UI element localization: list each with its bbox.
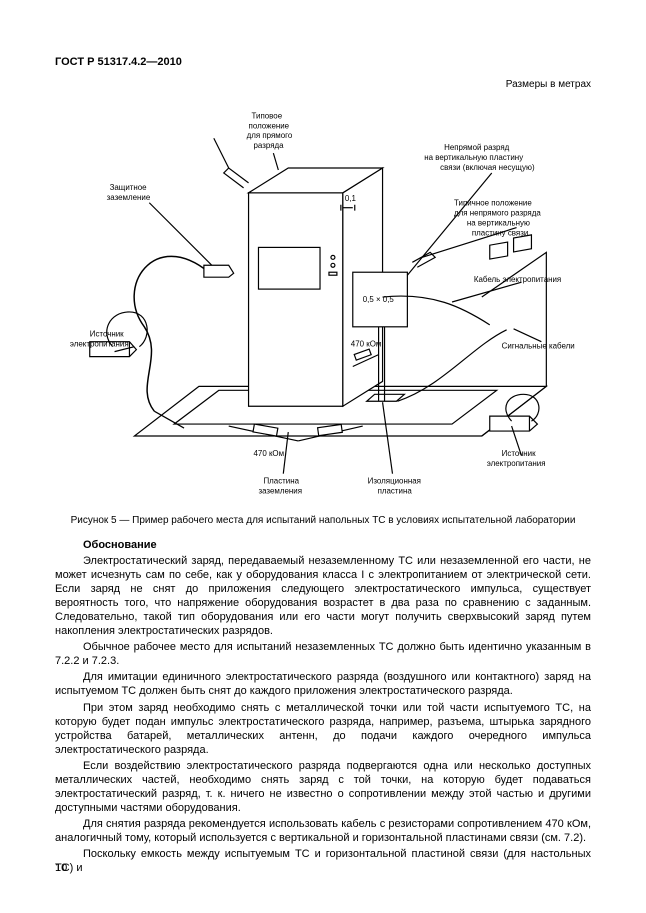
svg-text:связи (включая несущую): связи (включая несущую) [440, 163, 535, 172]
paragraph: Электростатический заряд, передаваемый н… [55, 554, 591, 638]
label-indirect-discharge: Непрямой разряд [444, 143, 510, 152]
paragraph: Для имитации единичного электростатическ… [55, 670, 591, 698]
svg-text:разряда: разряда [254, 141, 285, 150]
page-number: 10 [55, 861, 67, 875]
svg-text:на вертикальную: на вертикальную [467, 218, 530, 227]
paragraph: Поскольку емкость между испытуемым ТС и … [55, 847, 591, 875]
svg-text:пластина: пластина [378, 486, 413, 495]
label-power-source-left: Источник [90, 330, 124, 339]
svg-text:для непрямого разряда: для непрямого разряда [454, 209, 541, 218]
svg-text:электропитания: электропитания [70, 340, 129, 349]
paragraph: При этом заряд необходимо снять с металл… [55, 701, 591, 757]
svg-text:положение: положение [249, 121, 290, 130]
section-title-rationale: Обоснование [55, 538, 591, 552]
paragraph: Если воздействию электростатического раз… [55, 759, 591, 815]
label-signal-cables: Сигнальные кабели [502, 342, 575, 351]
svg-text:заземление: заземление [107, 193, 151, 202]
dimensions-note: Размеры в метрах [55, 79, 591, 92]
figure-caption: Рисунок 5 — Пример рабочего места для ис… [55, 515, 591, 528]
standard-code: ГОСТ Р 51317.4.2—2010 [55, 55, 591, 69]
label-dim-01: 0,1 [345, 194, 357, 203]
paragraph: Обычное рабочее место для испытаний неза… [55, 640, 591, 668]
label-power-cable: Кабель электропитания [474, 275, 561, 284]
label-r470-1: 470 кОм [351, 340, 382, 349]
svg-text:заземления: заземления [258, 486, 302, 495]
paragraph: Для снятия разряда рекомендуется использ… [55, 817, 591, 845]
label-r470-2: 470 кОм [254, 449, 285, 458]
svg-text:пластину связи: пластину связи [472, 228, 528, 237]
svg-text:электропитания: электропитания [487, 459, 546, 468]
label-protective-grounding: Защитное [110, 183, 148, 192]
svg-text:для прямого: для прямого [247, 131, 293, 140]
label-power-source-right: Источник [502, 449, 536, 458]
figure-5-diagram: Защитное заземление Типовое положение дл… [55, 97, 591, 507]
svg-text:на вертикальную пластину: на вертикальную пластину [424, 153, 523, 162]
label-typical-direct: Типовое [252, 111, 283, 120]
label-grounding-plate: Пластина [263, 477, 299, 486]
label-typical-indirect: Типичное положение [454, 199, 532, 208]
label-dim-05x05: 0,5 × 0,5 [363, 295, 395, 304]
label-insulating-plate: Изоляционная [368, 477, 421, 486]
